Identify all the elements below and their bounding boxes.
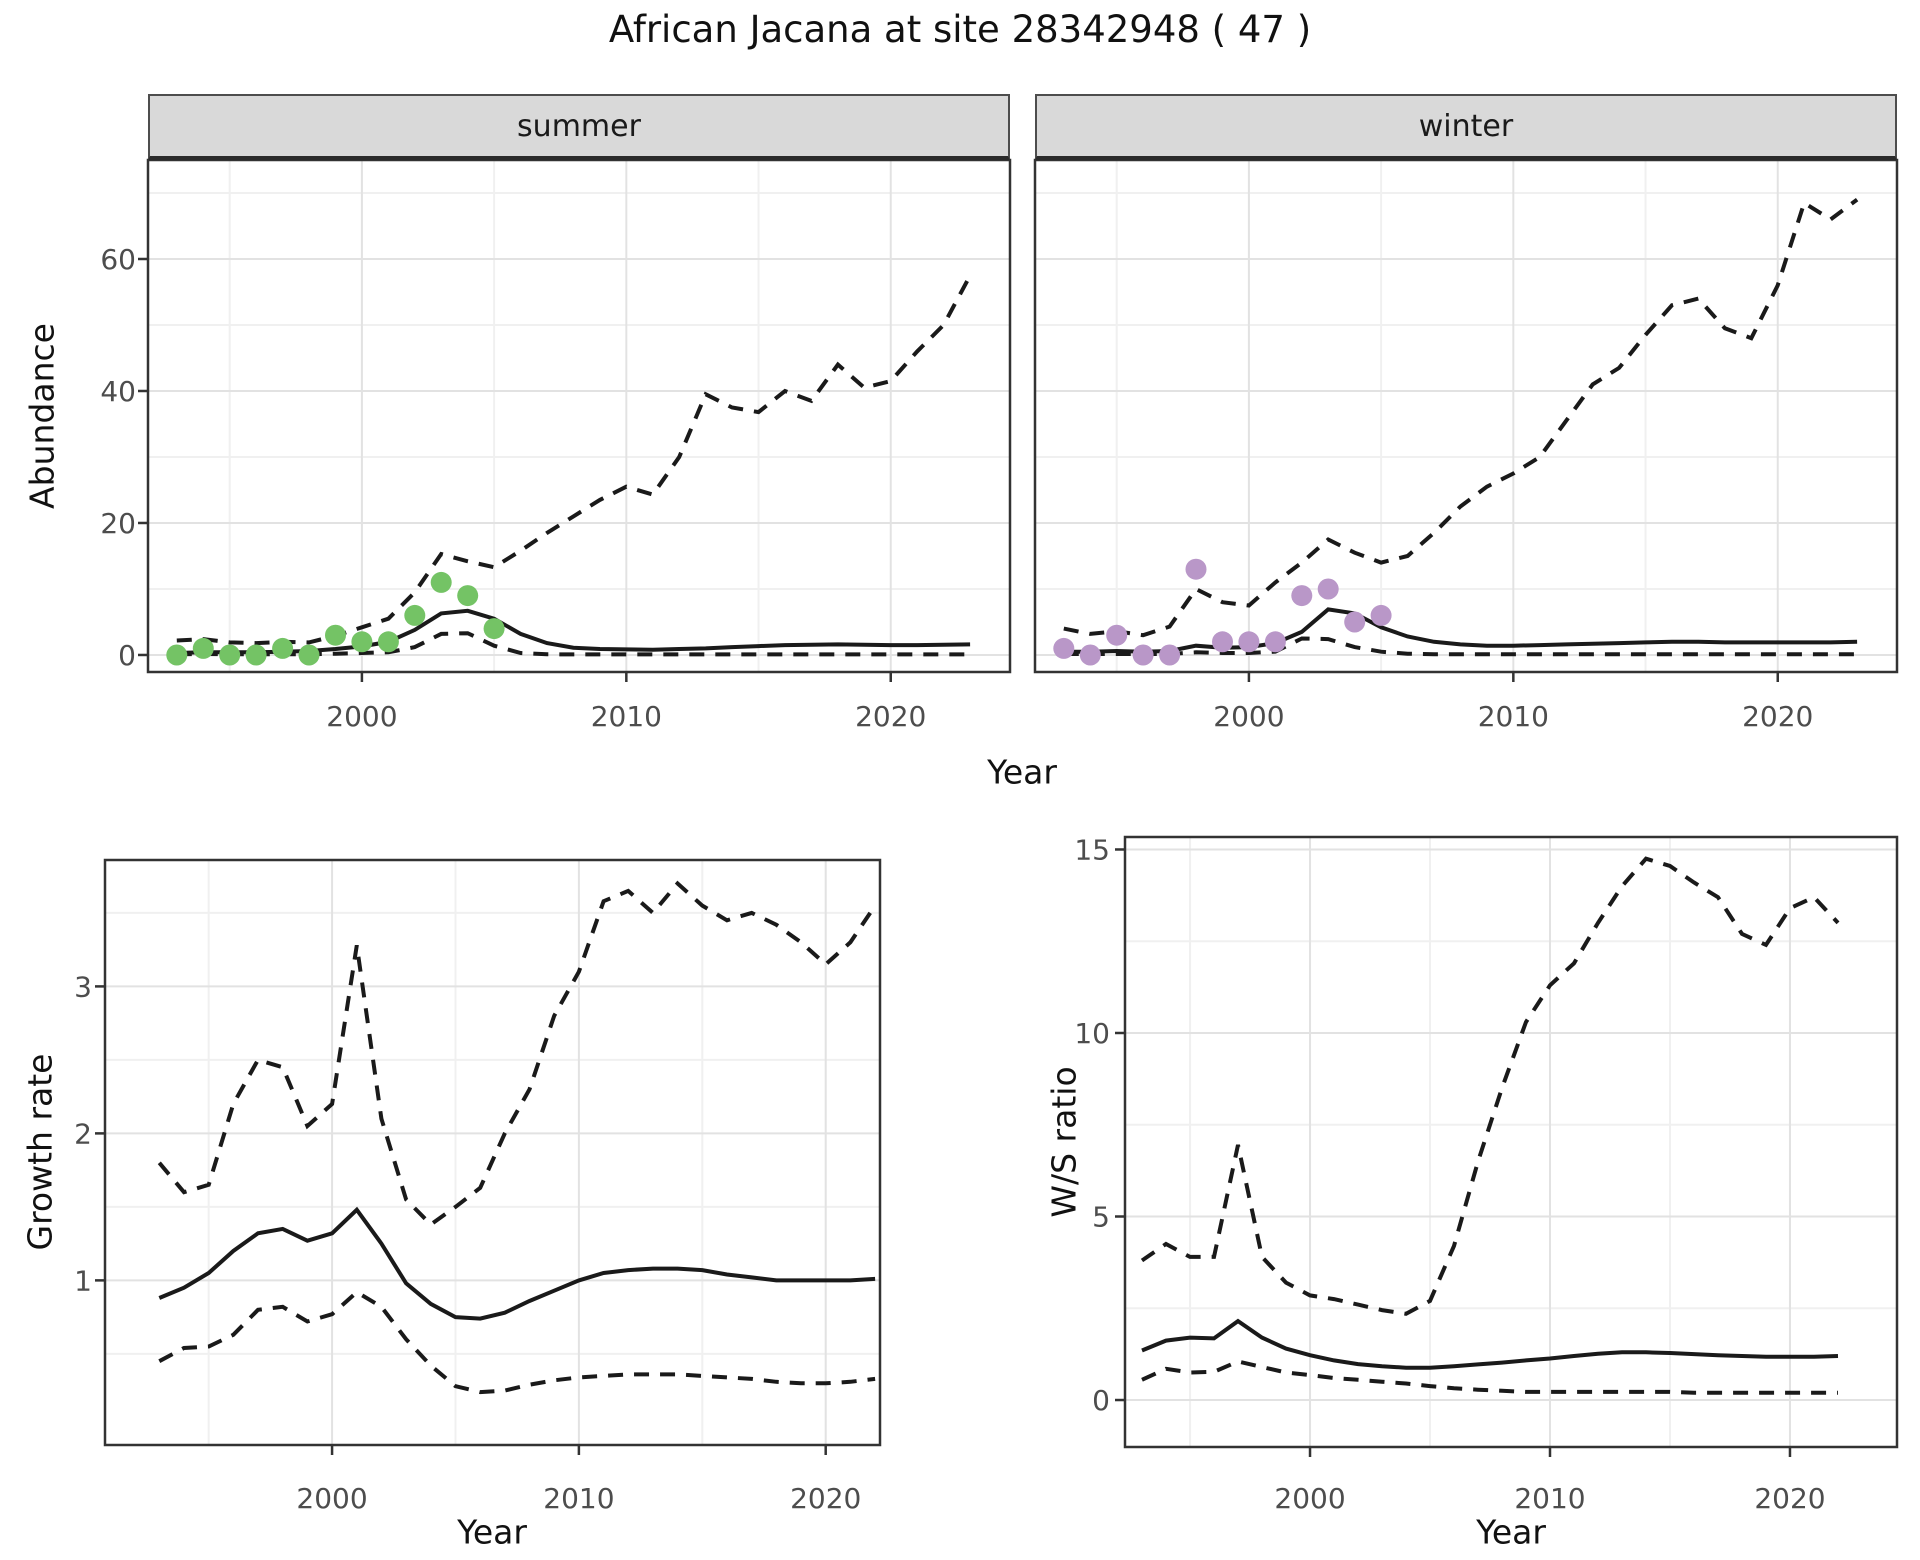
data-point-observed_counts bbox=[377, 631, 399, 653]
x-tick-label: 2000 bbox=[326, 700, 397, 733]
facet-strip-winter: winter bbox=[1035, 94, 1897, 160]
panel-background bbox=[1035, 160, 1897, 672]
data-point-observed_counts bbox=[245, 644, 267, 666]
x-axis-title-year-bottom-left: Year bbox=[457, 1512, 527, 1552]
y-tick-label: 10 bbox=[1074, 1017, 1110, 1050]
y-tick-label: 40 bbox=[100, 375, 136, 408]
y-tick-label: 60 bbox=[100, 243, 136, 276]
y-tick-label: 2 bbox=[74, 1117, 92, 1150]
data-point-observed_counts bbox=[1291, 585, 1313, 607]
series-upper_CI bbox=[176, 274, 972, 646]
data-point-observed_counts bbox=[1238, 631, 1260, 653]
data-point-observed_counts bbox=[1185, 558, 1207, 580]
y-tick-label: 1 bbox=[74, 1264, 92, 1297]
x-tick-label: 2020 bbox=[855, 700, 926, 733]
data-point-observed_counts bbox=[1079, 644, 1101, 666]
panel-background bbox=[148, 160, 1010, 672]
series-median bbox=[1141, 1318, 1839, 1370]
panel-border bbox=[1123, 835, 1899, 1449]
facet-strip-summer: summer bbox=[148, 94, 1010, 160]
series-lower_CI bbox=[1063, 636, 1858, 657]
panel-abundance-summer: 2000 2010 2020 0 20 40 60 bbox=[100, 158, 1012, 733]
y-tick-label: 0 bbox=[118, 639, 136, 672]
data-point-observed_counts bbox=[1264, 631, 1286, 653]
panel-border bbox=[1033, 158, 1899, 674]
panel-ws-ratio: 2000 2010 2020 0 5 10 15 bbox=[1074, 833, 1899, 1515]
x-tick-label: 2010 bbox=[1478, 700, 1549, 733]
x-axis-title-year-top: Year bbox=[987, 752, 1057, 792]
data-point-observed_counts bbox=[1159, 644, 1181, 666]
data-point-observed_counts bbox=[298, 644, 320, 666]
series-upper_CI bbox=[1140, 856, 1840, 1316]
panel-border bbox=[103, 858, 882, 1447]
facet-strip-winter-label: winter bbox=[1418, 108, 1514, 144]
series-median bbox=[158, 1206, 876, 1321]
data-point-observed_counts bbox=[1370, 604, 1392, 626]
y-axis-title-abundance: Abundance bbox=[22, 323, 62, 509]
x-axis-title-year-bottom-right: Year bbox=[1476, 1512, 1546, 1552]
data-point-observed_counts bbox=[1344, 611, 1366, 633]
y-axis-title-ws-ratio: W/S ratio bbox=[1044, 1066, 1084, 1218]
y-tick-label: 3 bbox=[74, 970, 92, 1003]
panel-background bbox=[105, 860, 880, 1445]
panel-border bbox=[146, 158, 1012, 674]
series-upper_CI bbox=[1063, 197, 1859, 638]
x-tick-label: 2010 bbox=[543, 1482, 614, 1515]
series-median bbox=[1063, 607, 1858, 654]
data-point-observed_counts bbox=[325, 624, 346, 646]
data-point-observed_counts bbox=[192, 637, 214, 659]
data-point-observed_counts bbox=[483, 618, 505, 640]
x-tick-label: 2000 bbox=[296, 1482, 367, 1515]
series-lower_CI bbox=[158, 1289, 876, 1395]
y-tick-label: 15 bbox=[1074, 833, 1110, 866]
data-point-observed_counts bbox=[351, 631, 373, 653]
data-point-observed_counts bbox=[1106, 624, 1128, 646]
y-axis-title-growth-rate: Growth rate bbox=[20, 1053, 60, 1251]
panel-growth-rate: 2000 2010 2020 1 2 3 bbox=[74, 858, 882, 1515]
data-point-observed_counts bbox=[219, 644, 241, 666]
page-title: African Jacana at site 28342948 ( 47 ) bbox=[608, 8, 1312, 51]
x-tick-label: 2020 bbox=[1754, 1482, 1825, 1515]
y-tick-label: 5 bbox=[1092, 1201, 1110, 1234]
data-point-observed_counts bbox=[1053, 637, 1075, 659]
data-point-observed_counts bbox=[1317, 578, 1339, 600]
y-tick-label: 20 bbox=[100, 507, 136, 540]
x-tick-label: 2020 bbox=[790, 1482, 861, 1515]
facet-strip-summer-label: summer bbox=[517, 108, 641, 144]
series-upper_CI bbox=[157, 880, 877, 1228]
data-point-observed_counts bbox=[430, 571, 452, 593]
y-tick-label: 0 bbox=[1092, 1384, 1110, 1417]
panel-abundance-winter: 2000 2010 2020 bbox=[1033, 158, 1899, 733]
x-tick-label: 2000 bbox=[1213, 700, 1284, 733]
data-point-observed_counts bbox=[1212, 631, 1233, 653]
data-point-observed_counts bbox=[404, 604, 426, 626]
series-lower_CI bbox=[1141, 1359, 1838, 1395]
x-tick-label: 2020 bbox=[1742, 700, 1813, 733]
data-point-observed_counts bbox=[272, 637, 294, 659]
x-tick-label: 2000 bbox=[1274, 1482, 1345, 1515]
x-tick-label: 2010 bbox=[591, 700, 662, 733]
data-point-observed_counts bbox=[166, 644, 188, 666]
data-point-observed_counts bbox=[457, 585, 479, 607]
x-tick-label: 2010 bbox=[1514, 1482, 1585, 1515]
data-point-observed_counts bbox=[1132, 644, 1154, 666]
